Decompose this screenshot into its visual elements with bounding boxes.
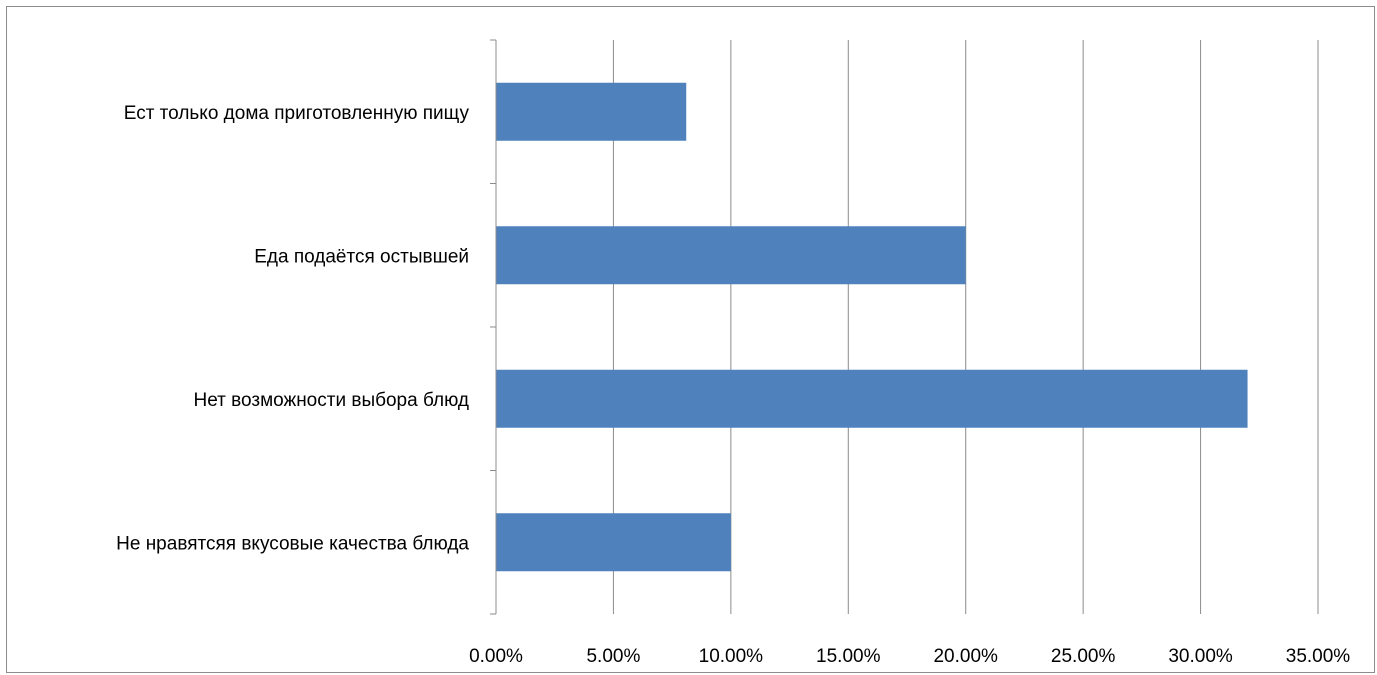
labels: Ест только дома приготовленную пищу Еда п… [116, 103, 1350, 667]
x-tick-label-5: 25.00% [1051, 646, 1116, 667]
x-tick-label-1: 5.00% [586, 646, 640, 667]
bar-3 [496, 513, 731, 572]
bar-0 [496, 82, 687, 141]
category-label-3: Не нравятсяя вкусовые качества блюда [116, 533, 469, 554]
category-label-1: Еда подаётся остывшей [254, 246, 469, 267]
category-label-2: Нет возможности выбора блюд [193, 390, 469, 411]
bars [496, 82, 1248, 572]
x-tick-label-6: 30.00% [1168, 646, 1233, 667]
bar-1 [496, 226, 966, 285]
x-tick-label-2: 10.00% [699, 646, 764, 667]
x-tick-label-4: 20.00% [933, 646, 998, 667]
axes [490, 39, 497, 615]
bar-2 [496, 369, 1248, 428]
x-tick-label-7: 35.00% [1286, 646, 1351, 667]
x-tick-label-3: 15.00% [816, 646, 881, 667]
x-tick-label-0: 0.00% [469, 646, 523, 667]
category-label-0: Ест только дома приготовленную пищу [124, 103, 470, 124]
